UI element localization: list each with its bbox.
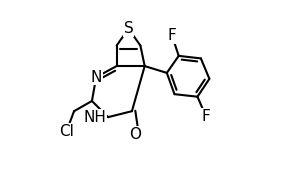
Text: F: F bbox=[168, 28, 176, 43]
Text: Cl: Cl bbox=[59, 124, 74, 139]
Text: S: S bbox=[124, 21, 133, 36]
Text: N: N bbox=[91, 70, 102, 85]
Text: NH: NH bbox=[84, 110, 106, 125]
Text: F: F bbox=[201, 109, 210, 124]
Text: O: O bbox=[129, 127, 141, 142]
